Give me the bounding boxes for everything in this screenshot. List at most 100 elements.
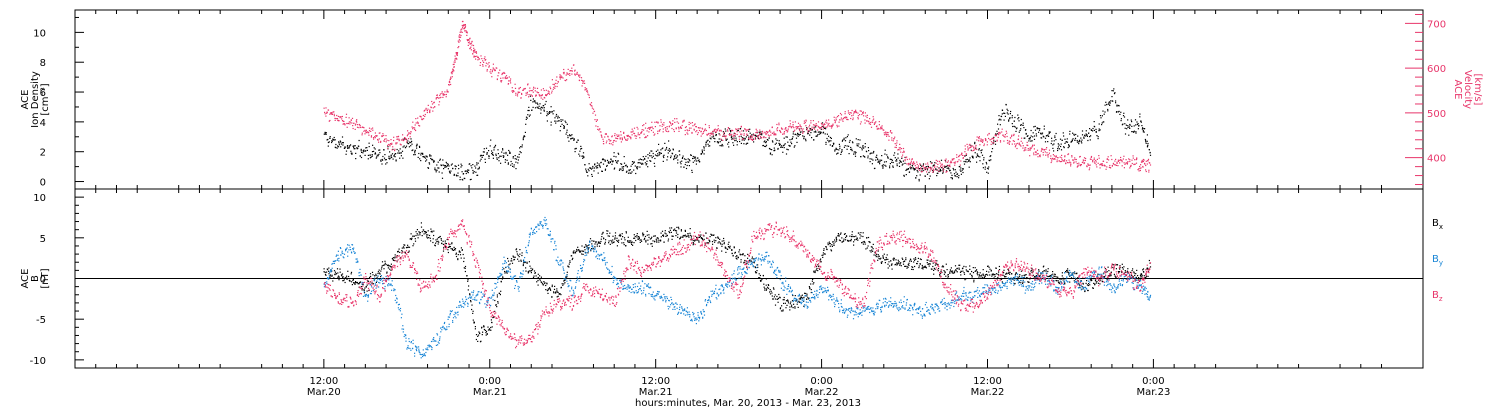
data-point (1007, 136, 1008, 137)
data-point (644, 137, 645, 138)
data-point (1144, 164, 1145, 165)
data-point (515, 155, 516, 156)
data-point (947, 162, 948, 163)
data-point (1071, 156, 1072, 157)
data-point (678, 128, 679, 129)
data-point (1024, 149, 1025, 150)
data-point (361, 150, 362, 151)
data-point (464, 178, 465, 179)
data-point (559, 117, 560, 118)
data-point (904, 176, 905, 177)
data-point (558, 81, 559, 82)
data-point (367, 291, 368, 292)
data-point (730, 134, 731, 135)
data-point (762, 278, 763, 279)
data-point (750, 135, 751, 136)
data-point (680, 237, 681, 238)
data-point (890, 131, 891, 132)
data-point (389, 151, 390, 152)
data-point (821, 261, 822, 262)
data-point (793, 304, 794, 305)
data-point (636, 235, 637, 236)
data-point (540, 280, 541, 281)
data-point (1020, 144, 1021, 145)
data-point (474, 49, 475, 50)
data-point (481, 58, 482, 59)
data-point (732, 142, 733, 143)
data-point (637, 166, 638, 167)
data-point (837, 149, 838, 150)
data-point (461, 165, 462, 166)
data-point (380, 271, 381, 272)
data-point (497, 296, 498, 297)
data-point (615, 235, 616, 236)
data-point (936, 170, 937, 171)
data-point (597, 126, 598, 127)
data-point (1041, 148, 1042, 149)
data-point (380, 273, 381, 274)
data-point (338, 141, 339, 142)
data-point (1007, 143, 1008, 144)
data-point (1100, 167, 1101, 168)
data-point (715, 129, 716, 130)
data-point (388, 140, 389, 141)
data-point (495, 145, 496, 146)
data-point (455, 168, 456, 169)
data-point (861, 111, 862, 112)
data-point (1079, 140, 1080, 141)
data-point (596, 167, 597, 168)
data-point (867, 115, 868, 116)
data-point (1026, 133, 1027, 134)
data-point (654, 134, 655, 135)
data-point (1123, 115, 1124, 116)
data-point (984, 144, 985, 145)
data-point (688, 158, 689, 159)
data-point (478, 331, 479, 332)
data-point (541, 97, 542, 98)
data-point (371, 135, 372, 136)
data-point (1100, 115, 1101, 116)
data-point (977, 153, 978, 154)
data-point (672, 153, 673, 154)
data-point (1033, 153, 1034, 154)
data-point (917, 171, 918, 172)
data-point (505, 78, 506, 79)
data-point (528, 271, 529, 272)
data-point (800, 131, 801, 132)
data-point (887, 156, 888, 157)
data-point (342, 273, 343, 274)
data-point (366, 147, 367, 148)
data-point (474, 171, 475, 172)
data-point (411, 238, 412, 239)
data-point (790, 302, 791, 303)
data-point (649, 155, 650, 156)
data-point (908, 265, 909, 266)
data-point (689, 160, 690, 161)
data-point (503, 72, 504, 73)
data-point (579, 75, 580, 76)
data-point (948, 168, 949, 169)
data-point (1044, 126, 1045, 127)
data-point (933, 263, 934, 264)
data-point (910, 166, 911, 167)
data-point (714, 130, 715, 131)
data-point (671, 156, 672, 157)
data-point (752, 140, 753, 141)
data-point (1034, 135, 1035, 136)
data-point (995, 141, 996, 142)
data-point (695, 157, 696, 158)
data-point (551, 124, 552, 125)
data-point (969, 147, 970, 148)
data-point (569, 262, 570, 263)
data-point (797, 127, 798, 128)
data-point (574, 138, 575, 139)
data-point (719, 239, 720, 240)
data-point (455, 248, 456, 249)
data-point (725, 252, 726, 253)
data-point (415, 154, 416, 155)
data-point (881, 155, 882, 156)
data-point (1134, 159, 1135, 160)
data-point (1058, 146, 1059, 147)
data-point (570, 138, 571, 139)
data-point (757, 135, 758, 136)
